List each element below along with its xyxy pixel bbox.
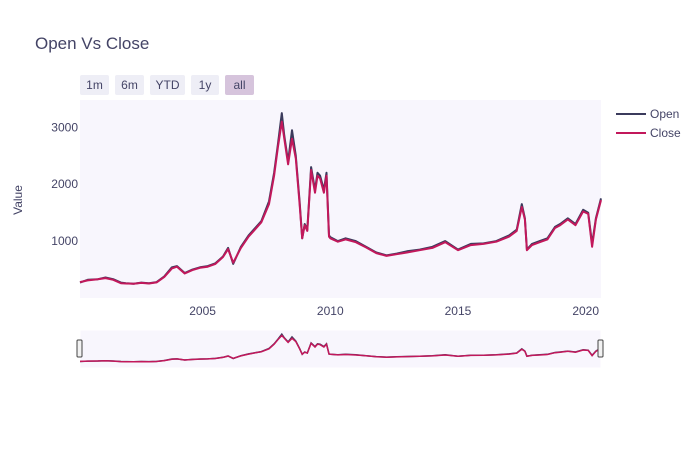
series-line-open[interactable] [79,112,602,285]
main-plot-lines [79,112,602,285]
x-tick-label: 2010 [317,304,344,318]
chart-title: Open Vs Close [35,34,150,53]
range-slider-line-close [79,334,602,363]
range-button-1m[interactable]: 1m [80,75,109,95]
range-button-6m[interactable]: 6m [115,75,144,95]
range-button-1y[interactable]: 1y [191,75,219,95]
x-axis: 2005 2010 2015 2020 [189,304,599,318]
range-slider[interactable] [79,329,602,369]
series-line-close[interactable] [79,120,602,285]
legend-label-close[interactable]: Close [650,126,681,140]
y-axis: 1000 2000 3000 [51,120,78,248]
y-tick-label: 2000 [51,177,78,191]
legend: Open Close [616,107,681,140]
y-tick-label: 3000 [51,120,78,134]
range-slider-lines [79,332,602,363]
legend-label-open[interactable]: Open [650,107,679,121]
range-button-all[interactable]: all [225,75,254,95]
range-slider-right-handle[interactable] [597,339,604,358]
range-button-ytd[interactable]: YTD [150,75,185,95]
plot-area [80,100,601,298]
range-slider-left-handle[interactable] [76,339,83,358]
x-tick-label: 2020 [572,304,599,318]
y-axis-label: Value [11,185,25,215]
x-tick-label: 2005 [189,304,216,318]
x-tick-label: 2015 [445,304,472,318]
range-slider-line-open [79,332,602,363]
y-tick-label: 1000 [51,234,78,248]
